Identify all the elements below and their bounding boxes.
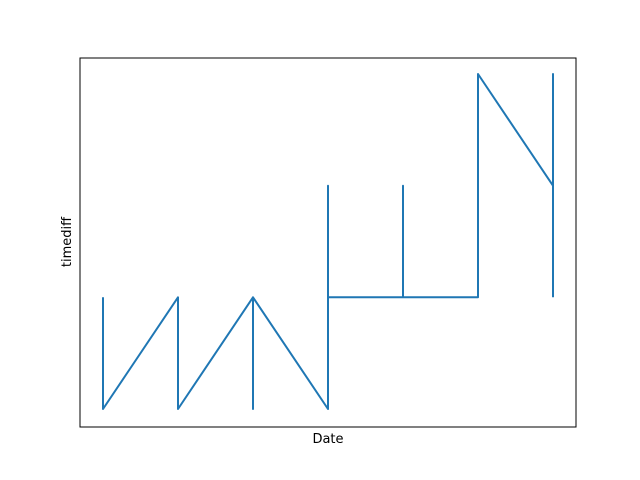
series-layer [102,73,554,410]
x-axis-label: Date [312,432,343,447]
series-line-0 [102,73,554,410]
y-axis-label: timediff [60,216,75,267]
plot-area-frame [79,57,577,428]
